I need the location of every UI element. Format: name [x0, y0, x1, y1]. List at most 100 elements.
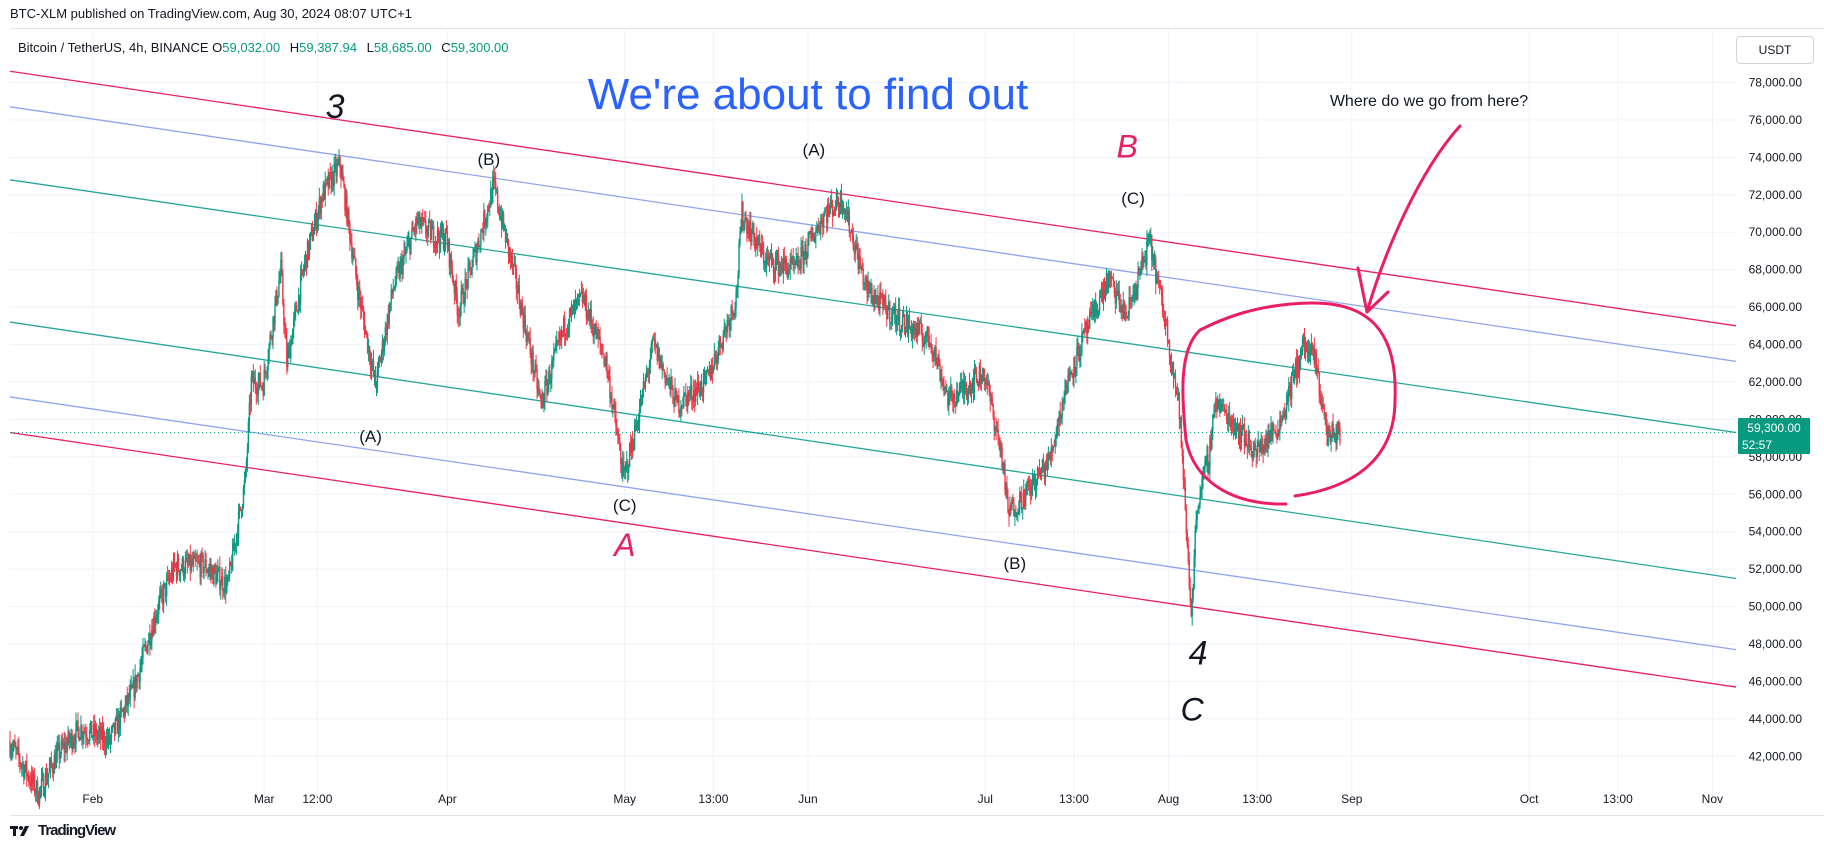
candle-body [1244, 440, 1247, 447]
candle-body [153, 616, 155, 636]
candle-body [60, 741, 62, 755]
candle-body [424, 218, 426, 220]
candle-body [484, 211, 486, 227]
candle-body [834, 209, 837, 211]
candle-body [879, 292, 881, 311]
candle-body [555, 343, 557, 349]
candle-body [23, 764, 25, 779]
candle-body [528, 337, 530, 340]
candle-body [383, 342, 386, 352]
candle-body [453, 284, 456, 294]
candle-body [357, 285, 359, 301]
candle-body [628, 443, 631, 467]
candle-body [1258, 441, 1260, 453]
candle-body [1327, 426, 1329, 446]
candle-body [719, 336, 722, 348]
candle-body [1318, 372, 1320, 396]
candle-body [963, 383, 966, 394]
candle-body [82, 735, 84, 739]
candle-body [363, 319, 366, 335]
candle-body [849, 232, 852, 234]
circle-drawing [1181, 301, 1397, 506]
candle-body [968, 383, 971, 389]
candle-body [404, 250, 406, 254]
candle-body [831, 204, 834, 217]
candle-body [1056, 424, 1058, 436]
candle-body [405, 250, 407, 254]
candle-body [173, 558, 176, 565]
candle-body [1026, 480, 1029, 485]
candle-body [35, 781, 38, 793]
x-tick-label: Feb [82, 792, 103, 806]
candle-body [672, 388, 674, 404]
candle-body [1314, 351, 1317, 365]
channel-line-inner-upper [9, 106, 1737, 363]
candle-body [1156, 275, 1158, 284]
candle-body [314, 211, 317, 224]
candle-body [349, 223, 351, 242]
candle-body [620, 450, 622, 465]
candle-body [1337, 421, 1339, 429]
candle-body [1320, 397, 1322, 405]
candle-body [291, 340, 293, 345]
candle-body [671, 378, 673, 389]
currency-button[interactable]: USDT [1736, 36, 1814, 64]
candle-body [215, 570, 217, 585]
candle-body [531, 351, 533, 364]
candle-body [348, 208, 350, 224]
candle-body [581, 290, 584, 302]
candle-body [1115, 290, 1118, 304]
x-tick-label: Sep [1341, 792, 1363, 806]
candle-body [1160, 287, 1163, 297]
candle-body [327, 177, 329, 189]
candle-body [1237, 424, 1240, 439]
candle-body [990, 397, 992, 402]
candle-body [20, 763, 22, 767]
candle-body [858, 255, 860, 270]
candle-body [1162, 314, 1165, 318]
candle-body [649, 358, 652, 367]
candle-body [700, 381, 703, 393]
candle-body [204, 559, 206, 568]
candle-body [89, 729, 91, 741]
candle-body [925, 333, 927, 339]
candle-body [967, 388, 970, 393]
candle-body [1235, 426, 1238, 433]
candle-body [86, 737, 88, 740]
candle-body [1019, 491, 1021, 511]
candle-body [1286, 394, 1288, 409]
symbol-legend[interactable]: Bitcoin / TetherUS, 4h, BINANCE O59,032.… [18, 40, 515, 55]
candle-body [610, 396, 612, 399]
candle-body [1295, 360, 1298, 377]
candle-body [1194, 531, 1196, 558]
candle-body [258, 373, 260, 382]
candle-body [509, 249, 512, 260]
candle-body [644, 377, 647, 388]
candle-body [59, 754, 61, 759]
candle-body [737, 275, 739, 288]
candle-body [345, 194, 347, 211]
candle-body [976, 378, 979, 385]
candle-body [1305, 344, 1308, 347]
candle-body [34, 792, 37, 794]
candle-body [511, 254, 514, 267]
candle-body [1299, 349, 1302, 359]
candle-body [428, 220, 431, 222]
footer[interactable]: TradingView [10, 822, 116, 839]
candle-body [412, 227, 414, 232]
candle-body [1188, 560, 1190, 588]
candle-body [859, 255, 861, 268]
candle-body [40, 778, 43, 788]
candle-body [294, 310, 296, 319]
candle-body [567, 326, 570, 331]
candle-body [642, 381, 645, 390]
candle-body [741, 201, 743, 227]
candle-body [463, 302, 465, 304]
candle-body [249, 402, 252, 405]
candle-body [652, 339, 655, 341]
candle-body [186, 557, 189, 564]
candle-body [1034, 478, 1037, 490]
candle-body [517, 285, 520, 293]
candle-body [353, 255, 355, 258]
